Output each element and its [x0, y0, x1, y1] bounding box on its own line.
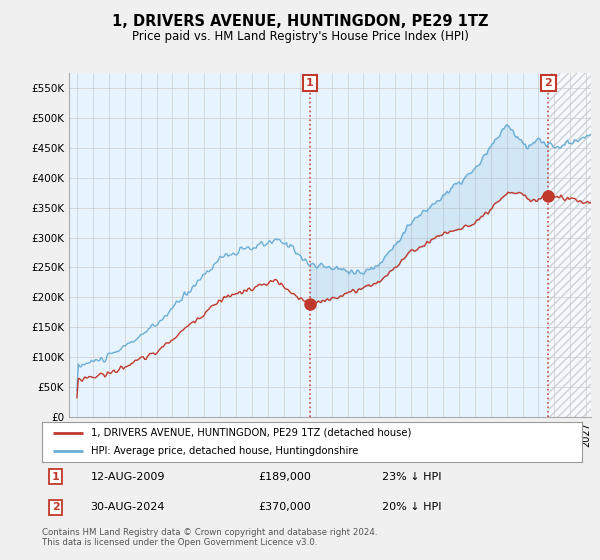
Text: 2: 2: [545, 78, 553, 88]
Text: £370,000: £370,000: [258, 502, 311, 512]
Text: £189,000: £189,000: [258, 472, 311, 482]
Text: 1, DRIVERS AVENUE, HUNTINGDON, PE29 1TZ: 1, DRIVERS AVENUE, HUNTINGDON, PE29 1TZ: [112, 14, 488, 29]
Text: 1, DRIVERS AVENUE, HUNTINGDON, PE29 1TZ (detached house): 1, DRIVERS AVENUE, HUNTINGDON, PE29 1TZ …: [91, 428, 411, 437]
Text: 30-AUG-2024: 30-AUG-2024: [91, 502, 165, 512]
Text: Contains HM Land Registry data © Crown copyright and database right 2024.
This d: Contains HM Land Registry data © Crown c…: [42, 528, 377, 547]
Text: 1: 1: [306, 78, 314, 88]
Text: 23% ↓ HPI: 23% ↓ HPI: [382, 472, 442, 482]
Text: 1: 1: [52, 472, 59, 482]
Text: 2: 2: [52, 502, 59, 512]
Text: HPI: Average price, detached house, Huntingdonshire: HPI: Average price, detached house, Hunt…: [91, 446, 358, 456]
Text: 12-AUG-2009: 12-AUG-2009: [91, 472, 165, 482]
Text: Price paid vs. HM Land Registry's House Price Index (HPI): Price paid vs. HM Land Registry's House …: [131, 30, 469, 43]
Text: 20% ↓ HPI: 20% ↓ HPI: [382, 502, 442, 512]
